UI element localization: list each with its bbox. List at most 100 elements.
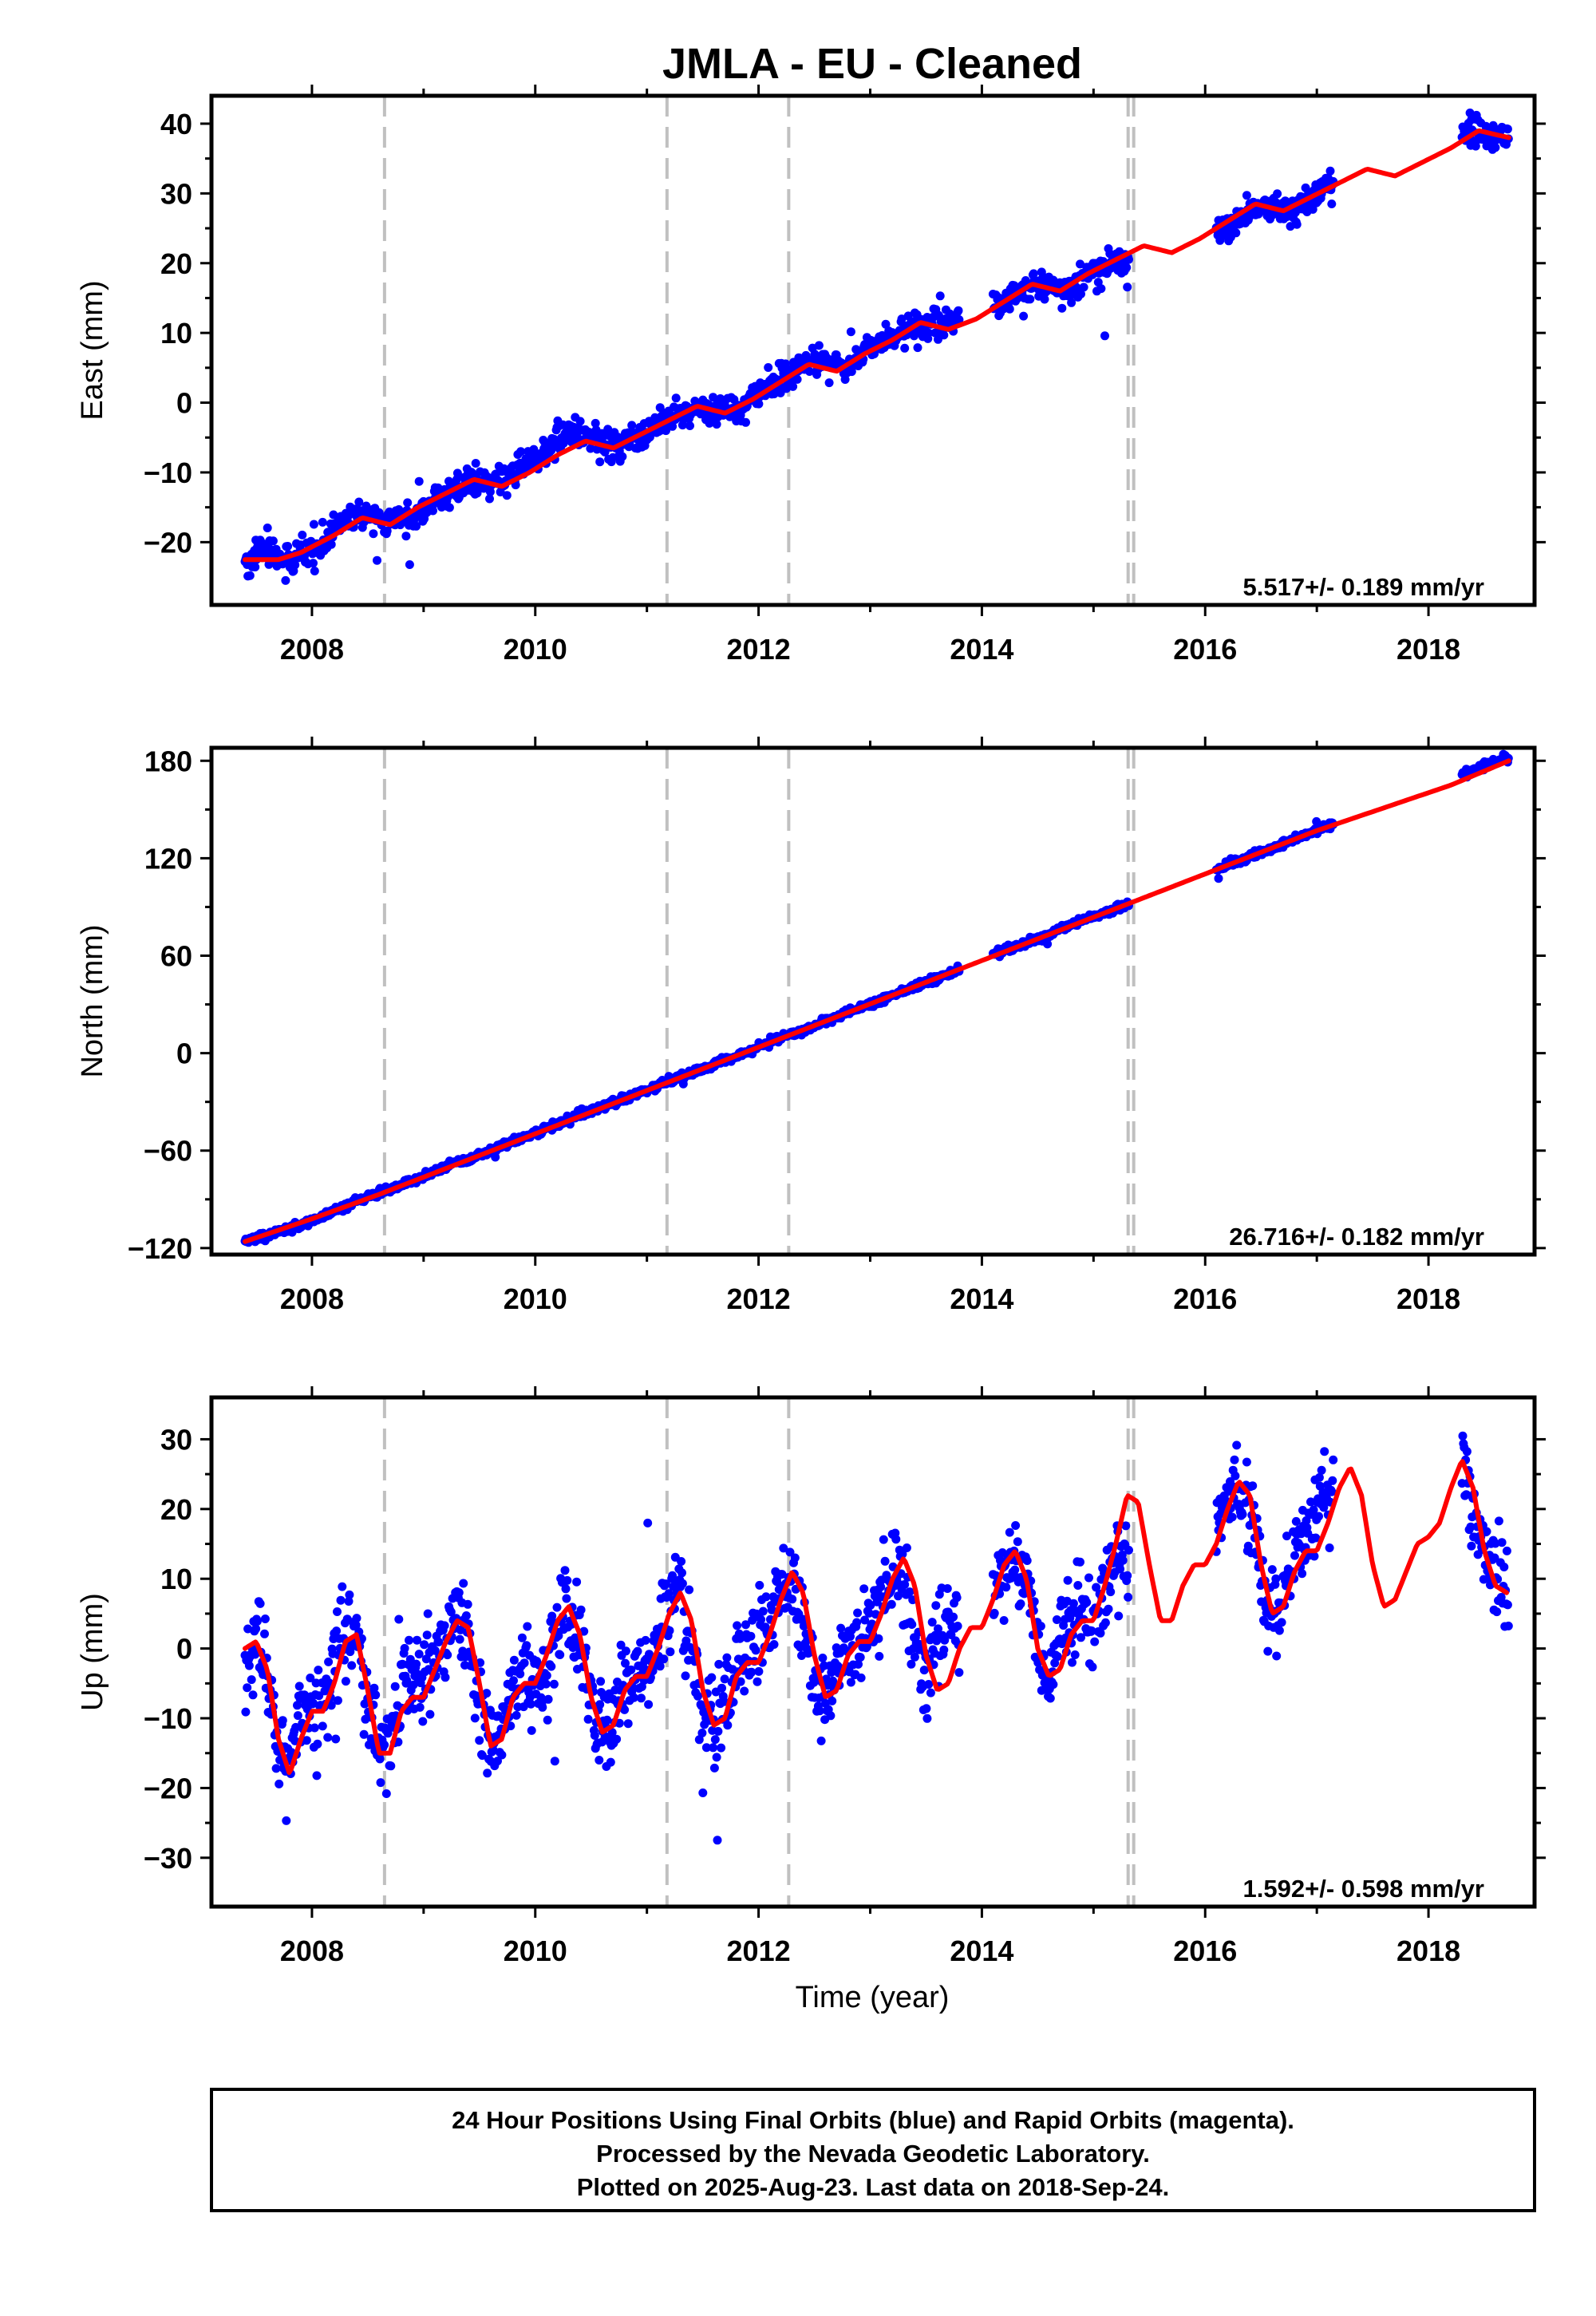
observation-point [575,417,585,426]
observation-point [1088,1662,1097,1672]
x-tick-label: 2010 [504,1282,567,1315]
observation-point [814,341,824,350]
observation-point [1100,1618,1110,1627]
observation-point [954,306,963,315]
observation-point [1492,1607,1502,1617]
observation-point [245,571,255,580]
observation-point [461,1611,471,1620]
observation-point [1070,1650,1080,1659]
observation-point [887,1599,896,1609]
observation-point [740,1686,749,1696]
observation-point [935,291,945,301]
x-tick-label: 2016 [1173,1935,1237,1967]
observation-point [662,426,670,436]
observation-point [1016,1599,1025,1609]
observation-point [543,1694,553,1704]
observation-point [555,1650,565,1659]
observation-point [856,1673,866,1682]
observation-point [1248,1481,1258,1491]
observation-point [354,497,364,507]
observation-point [290,560,300,570]
observation-point [1328,1476,1337,1485]
observation-point [562,1594,571,1603]
observation-point [1019,311,1029,321]
observation-point [1503,124,1512,134]
observation-point [309,559,318,568]
observation-point [1325,1543,1334,1552]
observation-point [595,1756,604,1765]
y-tick-label: −10 [144,456,192,489]
observation-point [405,560,414,569]
observation-point [517,1633,527,1642]
observation-point [405,1635,413,1645]
velocity-label: 1.592+/- 0.598 mm/yr [1243,1875,1484,1903]
observation-point [746,1631,756,1641]
observation-point [922,1713,932,1723]
observation-point [375,1754,385,1764]
observation-point [516,447,526,456]
y-tick-label: 10 [160,317,192,350]
y-tick-label: 20 [160,247,192,280]
up-panel: 2008 2010 2012 2014 2016 2018 −30 −20 −10 0 10 20 30… [76,1386,1546,1967]
observation-point [1123,283,1132,292]
observation-point [710,1735,720,1745]
y-tick-label: −20 [144,526,192,559]
x-tick-label: 2018 [1396,633,1460,666]
observation-point [846,327,855,337]
y-tick-label: 40 [160,108,192,140]
observation-point [769,1640,779,1649]
observation-point [509,1655,519,1665]
observation-point [418,1717,428,1726]
observation-point [326,539,336,549]
observation-point [463,1599,472,1609]
observation-point [1124,1592,1133,1602]
observation-point [722,1653,732,1662]
observation-point [429,506,437,516]
y-tick-label: −120 [128,1232,192,1265]
observation-point [313,1739,322,1749]
observation-point [757,1614,766,1624]
observation-point [282,1816,291,1825]
x-tick-label: 2016 [1173,633,1237,666]
observation-point [331,1734,341,1744]
observation-point [924,328,934,338]
observation-point [347,1661,357,1670]
observation-point [352,1614,361,1623]
observation-point [420,1640,429,1650]
observation-point [907,1620,917,1629]
observation-point [1124,255,1133,264]
observation-point [440,1621,449,1630]
observation-point [1231,1471,1240,1480]
observation-point [709,393,718,402]
observation-point [1090,1637,1100,1646]
observation-point [483,1769,492,1778]
observation-point [927,1618,937,1627]
observation-point [712,1753,721,1762]
observation-point [324,1657,334,1666]
y-tick-label: 30 [160,177,192,210]
observation-point [1272,1651,1282,1661]
observation-point [910,331,918,341]
observation-point [723,1721,733,1730]
observation-point [666,1647,675,1657]
observation-point [1067,298,1077,307]
observation-point [1298,1569,1307,1579]
observation-point [954,315,964,324]
y-tick-label: −30 [144,1842,192,1875]
observation-point [440,1673,450,1682]
observation-point [413,1635,421,1645]
observation-point [1232,1441,1242,1450]
observation-point [318,517,327,527]
observation-point [538,1702,547,1712]
observation-point [949,1612,958,1622]
observation-point [788,381,798,391]
observation-point [1273,189,1282,199]
observation-point [251,1624,261,1634]
observation-point [310,567,319,575]
observation-point [414,1650,424,1659]
x-tick-label: 2012 [727,633,791,666]
observation-point [1036,1622,1045,1631]
observation-point [621,1646,630,1656]
observation-point [758,1607,768,1616]
observation-point [423,1609,433,1618]
